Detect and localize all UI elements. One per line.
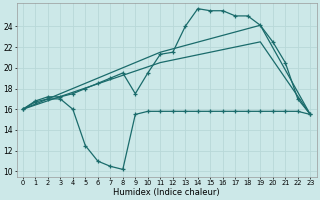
X-axis label: Humidex (Indice chaleur): Humidex (Indice chaleur) (113, 188, 220, 197)
